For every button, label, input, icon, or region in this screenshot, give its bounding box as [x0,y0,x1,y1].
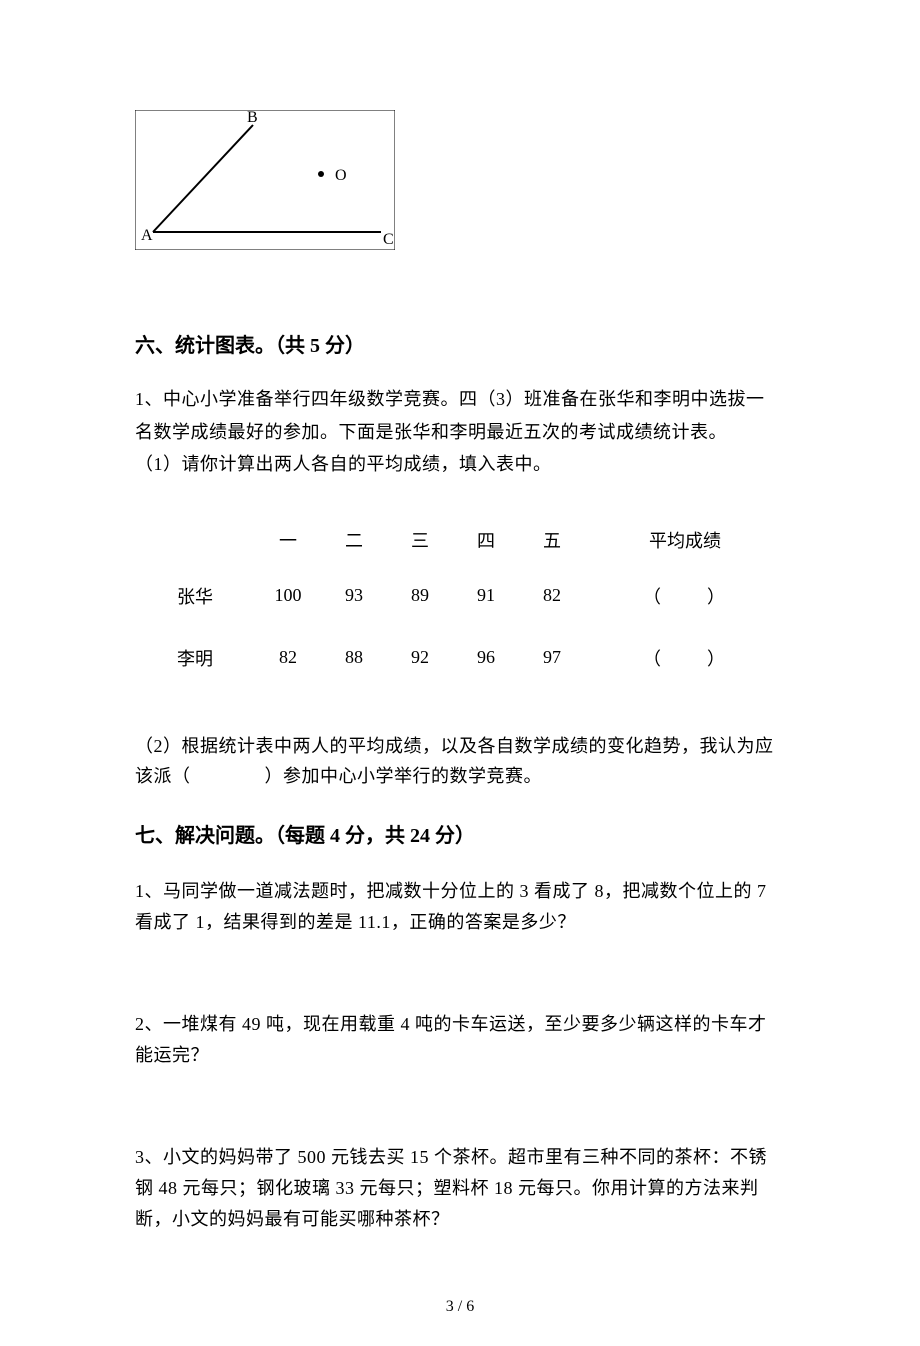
row-score: 89 [387,585,453,606]
avg-blank-close: ） [665,645,725,671]
row-score: 82 [255,647,321,668]
page-number: 3 / 6 [0,1298,920,1316]
table-header-row: 一 二 三 四 五 平均成绩 [135,515,790,565]
row-name: 李明 [135,645,255,671]
row-score: 96 [453,647,519,668]
q7-3-line1: 3、小文的妈妈带了 500 元钱去买 15 个茶杯。超市里有三种不同的茶杯：不锈 [135,1142,790,1173]
section-7-heading: 七、解决问题。（每题 4 分，共 24 分） [135,820,790,852]
q6-intro-line1: 1、中心小学准备举行四年级数学竞赛。四（3）班准备在张华和李明中选拔一 [135,384,790,415]
figure-label-c: C [383,231,394,248]
q7-3-line3: 断，小文的妈妈最有可能买哪种茶杯？ [135,1204,790,1235]
table-header-5: 五 [519,527,585,553]
table-row: 张华 100 93 89 91 82 （ ） [135,565,790,627]
row-score: 92 [387,647,453,668]
avg-blank-open: （ [585,583,665,609]
q7-question-3: 3、小文的妈妈带了 500 元钱去买 15 个茶杯。超市里有三种不同的茶杯：不锈… [135,1142,790,1234]
table-header-4: 四 [453,527,519,553]
row-name: 张华 [135,583,255,609]
score-table: 一 二 三 四 五 平均成绩 张华 100 93 89 91 82 （ ） 李明… [135,515,790,689]
row-score: 93 [321,585,387,606]
q6-intro-line2: 名数学成绩最好的参加。下面是张华和李明最近五次的考试成绩统计表。 [135,417,790,448]
q7-question-1: 1、马同学做一道减法题时，把减数十分位上的 3 看成了 8，把减数个位上的 7 … [135,876,790,937]
table-header-1: 一 [255,527,321,553]
q7-3-line2: 钢 48 元每只；钢化玻璃 33 元每只；塑料杯 18 元每只。你用计算的方法来… [135,1173,790,1204]
row-score: 100 [255,585,321,606]
row-score: 97 [519,647,585,668]
q6-sub2-line2: 该派（ ）参加中心小学举行的数学竞赛。 [135,761,790,792]
table-header-2: 二 [321,527,387,553]
row-score: 91 [453,585,519,606]
angle-svg: A B C O [135,110,395,250]
avg-blank-open: （ [585,645,665,671]
row-score: 82 [519,585,585,606]
figure-label-o: O [335,167,347,184]
q6-sub2-line1: （2）根据统计表中两人的平均成绩，以及各自数学成绩的变化趋势，我认为应 [135,731,790,762]
table-header-3: 三 [387,527,453,553]
q6-sub1: （1）请你计算出两人各自的平均成绩，填入表中。 [135,449,790,480]
avg-blank-close: ） [665,583,725,609]
q7-2-line2: 能运完？ [135,1040,790,1071]
table-row: 李明 82 88 92 96 97 （ ） [135,627,790,689]
q7-1-line2: 看成了 1，结果得到的差是 11.1，正确的答案是多少？ [135,907,790,938]
figure-label-a: A [141,227,153,244]
row-score: 88 [321,647,387,668]
q7-2-line1: 2、一堆煤有 49 吨，现在用载重 4 吨的卡车运送，至少要多少辆这样的卡车才 [135,1009,790,1040]
q7-question-2: 2、一堆煤有 49 吨，现在用载重 4 吨的卡车运送，至少要多少辆这样的卡车才 … [135,1009,790,1070]
angle-figure: A B C O [135,110,395,250]
section-6-heading: 六、统计图表。（共 5 分） [135,330,790,362]
q7-1-line1: 1、马同学做一道减法题时，把减数十分位上的 3 看成了 8，把减数个位上的 7 [135,876,790,907]
figure-label-b: B [247,110,258,126]
table-header-avg: 平均成绩 [585,527,785,553]
